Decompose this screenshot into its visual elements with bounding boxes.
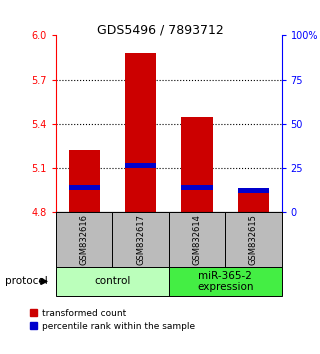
Bar: [125, 53, 156, 212]
Text: GSM832614: GSM832614: [193, 215, 202, 265]
Bar: [125, 162, 156, 168]
Bar: [169, 212, 225, 267]
Text: protocol: protocol: [5, 276, 48, 286]
Bar: [238, 188, 269, 193]
Bar: [112, 212, 169, 267]
Bar: [181, 185, 212, 190]
Bar: [169, 267, 282, 296]
Legend: transformed count, percentile rank within the sample: transformed count, percentile rank withi…: [30, 309, 195, 331]
Bar: [69, 150, 100, 212]
Text: GSM832616: GSM832616: [80, 214, 89, 266]
Bar: [238, 193, 269, 212]
Bar: [56, 267, 169, 296]
Bar: [181, 116, 212, 212]
Text: miR-365-2
expression: miR-365-2 expression: [197, 270, 253, 292]
Bar: [69, 185, 100, 190]
Text: GSM832617: GSM832617: [136, 214, 145, 266]
Bar: [56, 212, 112, 267]
Text: GDS5496 / 7893712: GDS5496 / 7893712: [97, 23, 223, 36]
Text: control: control: [94, 276, 131, 286]
Text: GSM832615: GSM832615: [249, 215, 258, 265]
Bar: [225, 212, 282, 267]
